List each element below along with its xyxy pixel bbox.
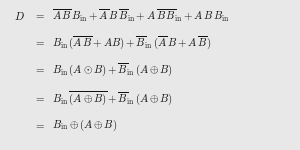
Text: $\overline{A}\,\overline{B}\,B_{\rm in}+\overline{A}\,B\,\overline{B}_{\rm in}+A: $\overline{A}\,\overline{B}\,B_{\rm in}+… — [52, 8, 230, 24]
Text: $=$: $=$ — [34, 120, 46, 130]
Text: $=$: $=$ — [34, 38, 46, 48]
Text: $=$: $=$ — [34, 65, 46, 75]
Text: $B_{\rm in}\,(\overline{A}\,\overline{B}+AB)+\overline{B}_{\rm in}\,(\overline{A: $B_{\rm in}\,(\overline{A}\,\overline{B}… — [52, 34, 213, 51]
Text: $D$: $D$ — [14, 10, 24, 22]
Text: $B_{\rm in}\,(A\odot B)+\overline{B}_{\rm in}\,(A\oplus B)$: $B_{\rm in}\,(A\odot B)+\overline{B}_{\r… — [52, 61, 174, 78]
Text: $B_{\rm in}\oplus(A\oplus B)$: $B_{\rm in}\oplus(A\oplus B)$ — [52, 118, 118, 133]
Text: $B_{\rm in}\,\overline{(A\oplus B)}+\overline{B}_{\rm in}\,(A\oplus B)$: $B_{\rm in}\,\overline{(A\oplus B)}+\ove… — [52, 89, 174, 107]
Text: $=$: $=$ — [34, 11, 46, 21]
Text: $=$: $=$ — [34, 93, 46, 103]
